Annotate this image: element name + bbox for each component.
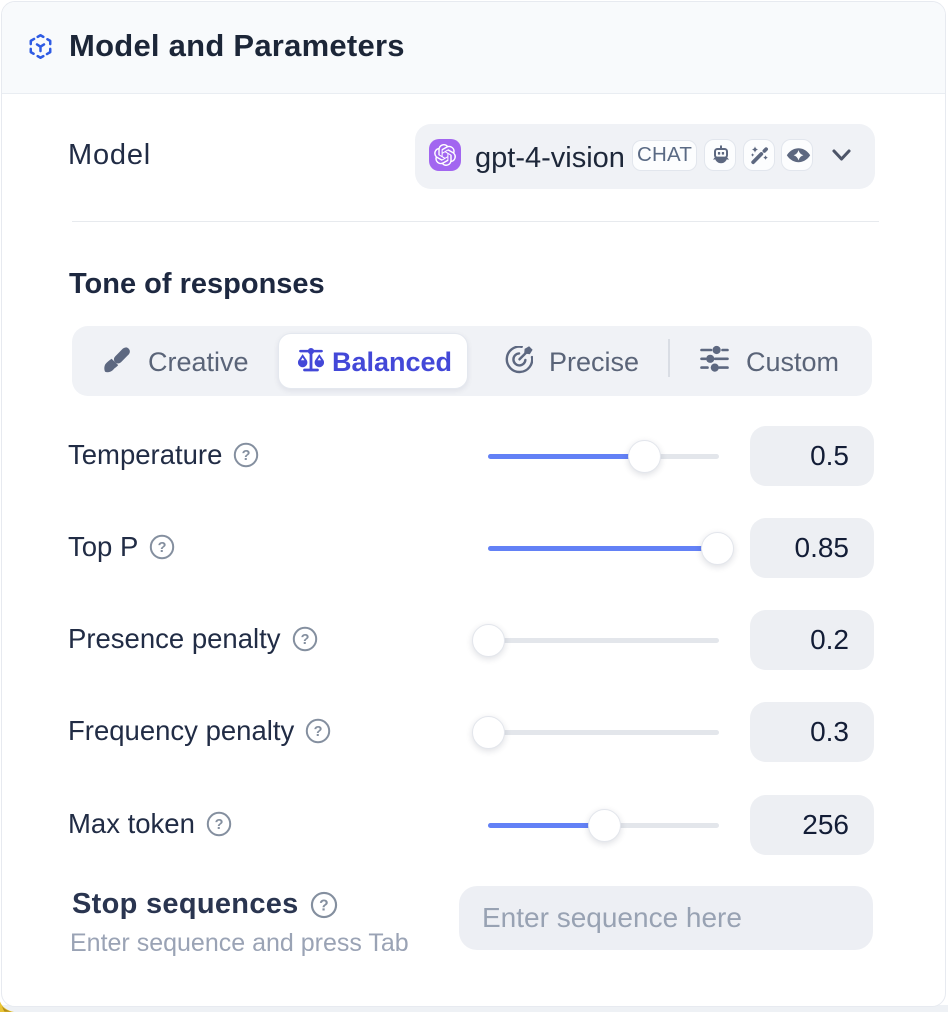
- svg-text:?: ?: [300, 632, 309, 648]
- svg-text:?: ?: [214, 817, 223, 833]
- svg-text:?: ?: [319, 897, 329, 914]
- svg-text:?: ?: [158, 540, 167, 556]
- svg-text:?: ?: [242, 448, 251, 464]
- svg-text:?: ?: [314, 724, 323, 740]
